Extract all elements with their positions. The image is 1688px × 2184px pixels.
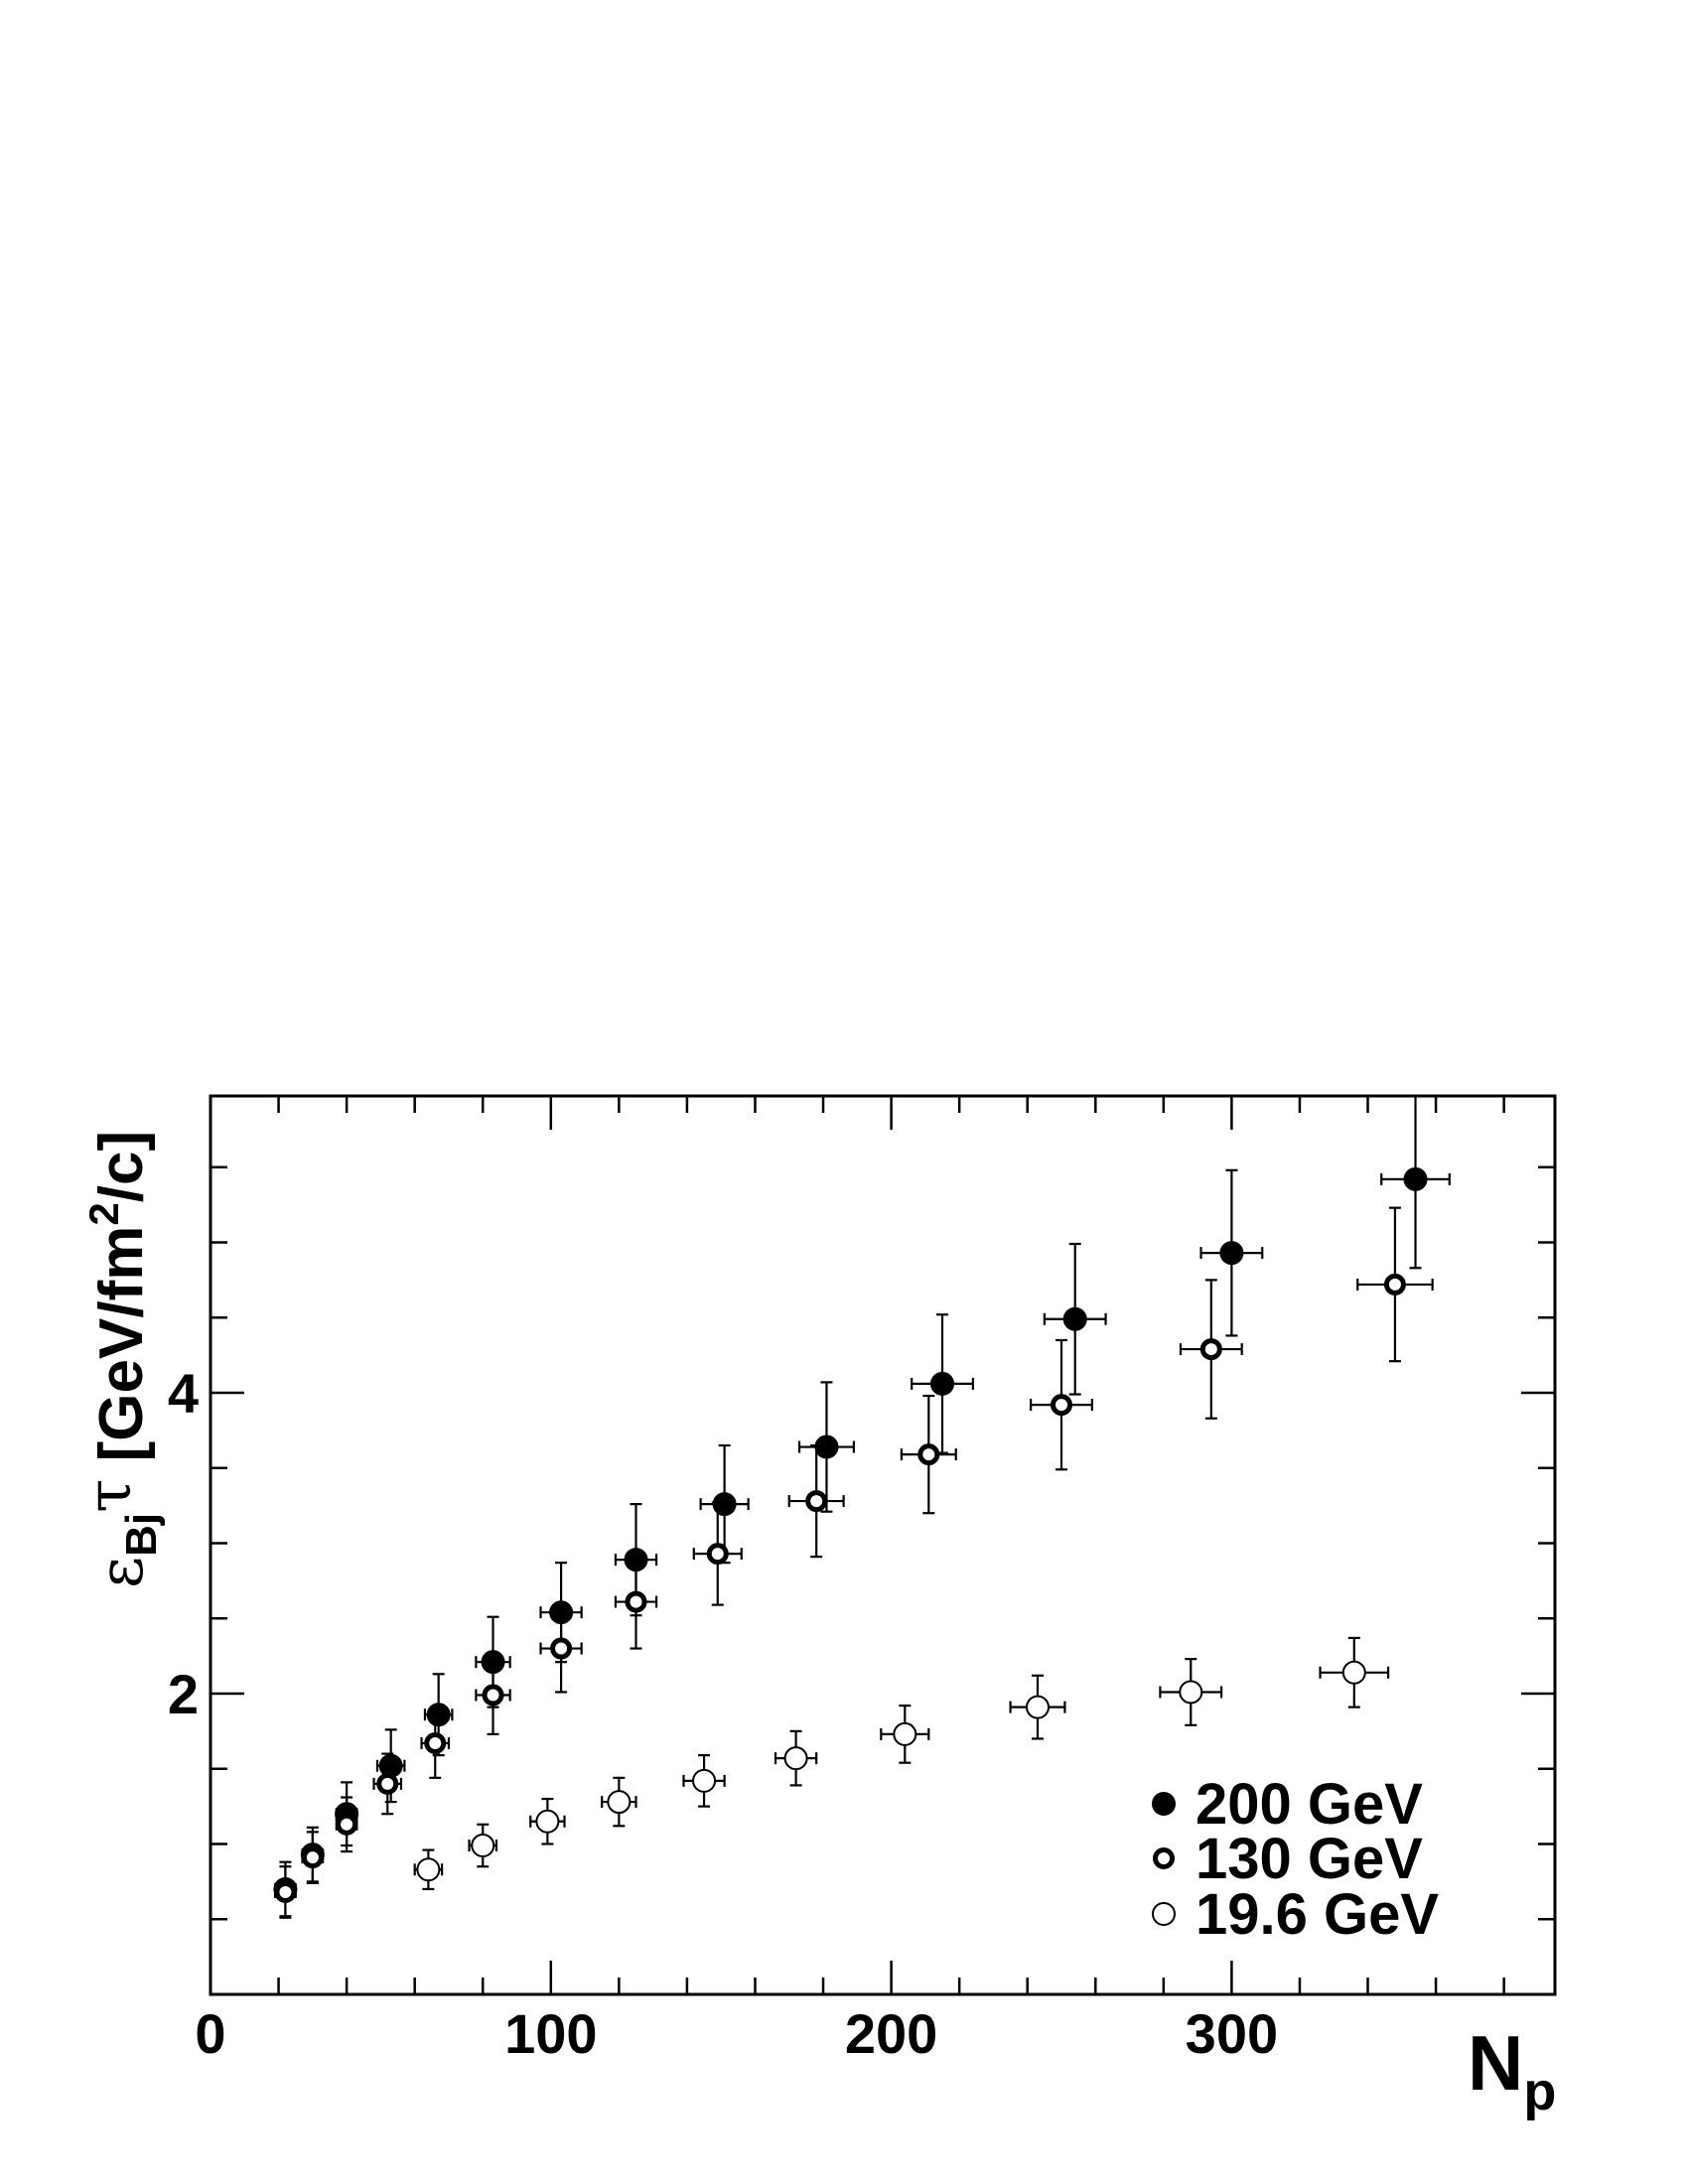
data-point-series-0 (1219, 1241, 1244, 1266)
data-point-series-2 (783, 1746, 808, 1771)
y-tick-label: 2 (168, 1663, 199, 1725)
data-point-series-1 (550, 1637, 573, 1660)
data-point-series-0 (481, 1650, 505, 1675)
data-point-series-0 (930, 1371, 955, 1396)
data-point-series-1 (274, 1880, 297, 1903)
data-point-series-1 (424, 1731, 447, 1754)
x-axis-title: Np (1468, 2019, 1556, 2121)
data-point-series-2 (471, 1834, 495, 1858)
data-point-series-1 (482, 1684, 504, 1706)
data-point-series-0 (1062, 1306, 1087, 1331)
y-tick-labels: 24 (168, 1362, 199, 1725)
legend-label-200gev: 200 GeV (1196, 1772, 1423, 1837)
data-markers (273, 1166, 1428, 1903)
x-tick-label: 0 (195, 2002, 225, 2065)
svg-text:Np: Np (1468, 2019, 1556, 2121)
data-point-series-2 (692, 1768, 717, 1793)
data-point-series-2 (535, 1809, 560, 1834)
legend-marker-200gev (1152, 1792, 1176, 1816)
y-axis-unit: [GeV/fm (87, 1226, 156, 1479)
data-point-series-0 (1403, 1166, 1428, 1191)
data-point-series-0 (814, 1434, 839, 1459)
data-point-series-2 (893, 1721, 917, 1746)
data-point-series-1 (706, 1543, 729, 1566)
y-tick-label: 4 (168, 1362, 199, 1425)
data-point-series-1 (917, 1443, 940, 1466)
data-point-series-0 (378, 1753, 403, 1778)
major-ticks (211, 1096, 1555, 1994)
y-axis-tau: τ (72, 1479, 145, 1513)
data-point-series-2 (1179, 1680, 1203, 1705)
legend: 200 GeV 130 GeV 19.6 GeV (1152, 1772, 1439, 1947)
data-point-series-1 (805, 1490, 828, 1513)
legend-label-130gev: 130 GeV (1196, 1827, 1423, 1891)
y-axis-subscript: Bj (117, 1513, 166, 1557)
x-tick-labels: 0 100 200 300 (195, 2002, 1278, 2065)
legend-label-19-6gev: 19.6 GeV (1196, 1882, 1439, 1947)
x-axis-main: N (1468, 2019, 1523, 2107)
data-point-series-0 (426, 1703, 451, 1727)
data-point-series-1 (301, 1846, 324, 1869)
data-point-series-1 (376, 1772, 399, 1795)
data-point-series-2 (416, 1857, 441, 1882)
y-axis-symbol: ε (84, 1557, 157, 1588)
y-axis-unit-superscript: 2 (80, 1202, 127, 1225)
svg-text:εBjτ [GeV/fm2/c]: εBjτ [GeV/fm2/c] (72, 1131, 166, 1588)
x-tick-label: 200 (845, 2002, 937, 2065)
data-point-series-0 (624, 1548, 648, 1572)
legend-marker-19-6gev (1152, 1902, 1176, 1926)
x-tick-label: 100 (504, 2002, 597, 2065)
data-point-series-1 (336, 1813, 358, 1836)
data-point-series-1 (1051, 1394, 1072, 1417)
legend-marker-130gev (1153, 1847, 1175, 1869)
data-point-series-2 (1026, 1695, 1051, 1719)
data-point-series-2 (607, 1790, 632, 1815)
data-point-series-1 (625, 1590, 647, 1613)
data-point-series-0 (712, 1492, 737, 1517)
y-axis-unit-end: /c] (87, 1131, 156, 1202)
data-point-series-1 (1199, 1338, 1222, 1361)
data-point-series-2 (1341, 1660, 1366, 1685)
y-axis-title: εBjτ [GeV/fm2/c] (72, 1131, 166, 1588)
minor-ticks (211, 1096, 1555, 1994)
x-axis-subscript: p (1523, 2062, 1556, 2121)
x-tick-label: 300 (1186, 2002, 1278, 2065)
plot-frame (209, 1094, 1557, 1996)
data-point-series-1 (1383, 1273, 1406, 1296)
data-point-series-0 (549, 1600, 574, 1625)
